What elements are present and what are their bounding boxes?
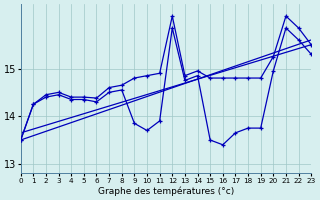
X-axis label: Graphe des températures (°c): Graphe des températures (°c) bbox=[98, 186, 234, 196]
